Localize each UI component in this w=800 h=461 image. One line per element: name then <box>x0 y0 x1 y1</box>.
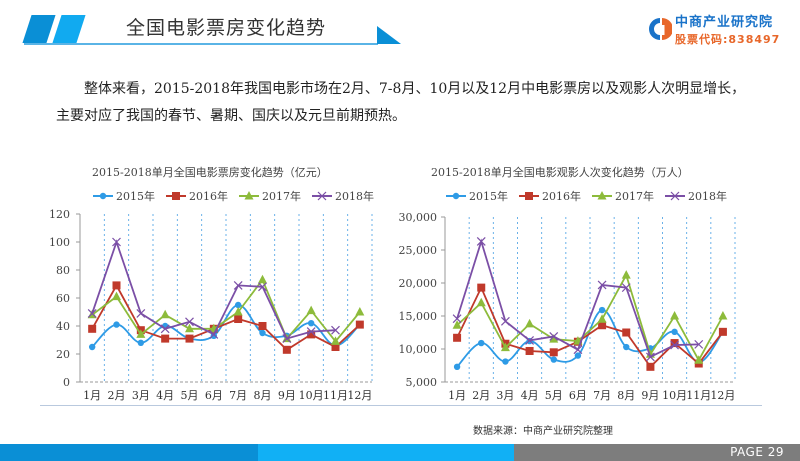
header-accent-bar-light <box>52 15 86 43</box>
chart-title: 2015-2018单月全国电影票房变化趋势（亿元） <box>92 166 328 179</box>
legend-item-2016: 2016年 <box>518 188 581 204</box>
x-marker-icon <box>312 191 332 201</box>
svg-text:30,000: 30,000 <box>399 211 438 224</box>
intro-paragraph: 整体来看，2015-2018年我国电影市场在2月、7-8月、10月以及12月中电… <box>56 81 746 124</box>
data-source-note: 数据来源：中商产业研究院整理 <box>473 426 613 437</box>
header-accent-bar-dark <box>22 15 56 43</box>
header-triangle-accent <box>377 26 401 48</box>
chart-divider <box>40 405 762 406</box>
legend-label: 2016年 <box>542 190 581 203</box>
x-marker-icon <box>665 191 685 201</box>
svg-text:12月: 12月 <box>347 389 372 402</box>
legend-label: 2015年 <box>469 190 508 203</box>
svg-text:100: 100 <box>49 236 70 249</box>
svg-text:0: 0 <box>63 376 70 389</box>
triangle-marker-icon <box>592 191 612 200</box>
svg-text:7月: 7月 <box>229 389 247 402</box>
box-office-chart: 2015-2018单月全国电影票房变化趋势（亿元） 2015年 2016年 2017… <box>30 150 395 415</box>
circle-marker-icon <box>93 192 113 200</box>
svg-text:5月: 5月 <box>545 389 563 402</box>
svg-text:10月: 10月 <box>299 389 324 402</box>
legend-label: 2015年 <box>116 190 155 203</box>
legend-item-2018: 2018年 <box>664 188 727 204</box>
svg-text:9月: 9月 <box>278 389 296 402</box>
svg-text:120: 120 <box>49 208 70 221</box>
logo-mark-icon <box>649 18 672 40</box>
legend-label: 2017年 <box>262 190 301 203</box>
page-number: PAGE 29 <box>730 445 784 459</box>
svg-text:11月: 11月 <box>323 389 348 402</box>
legend-label: 2018年 <box>688 190 727 203</box>
svg-text:60: 60 <box>56 292 70 305</box>
page-title: 全国电影票房变化趋势 <box>126 17 327 39</box>
svg-text:20,000: 20,000 <box>399 277 438 290</box>
legend-item-2017: 2017年 <box>238 188 301 204</box>
company-logo: 中商产业研究院 股票代码:838497 <box>648 11 780 47</box>
svg-text:9月: 9月 <box>641 389 659 402</box>
svg-text:1月: 1月 <box>83 389 101 402</box>
svg-text:1月: 1月 <box>448 389 466 402</box>
svg-text:15,000: 15,000 <box>399 310 438 323</box>
svg-text:8月: 8月 <box>617 389 635 402</box>
audience-chart: 2015-2018单月全国电影观影人次变化趋势（万人） 2015年 2016年 20… <box>395 150 765 415</box>
triangle-marker-icon <box>239 191 259 200</box>
svg-text:4月: 4月 <box>156 389 174 402</box>
circle-marker-icon <box>446 192 466 200</box>
legend-item-2016: 2016年 <box>165 188 228 204</box>
chart-legend: 2015年 2016年 2017年 2018年 <box>445 188 727 204</box>
legend-label: 2016年 <box>189 190 228 203</box>
footer-bar-dark <box>0 444 258 461</box>
svg-text:11月: 11月 <box>686 389 711 402</box>
series-2018 <box>452 236 704 362</box>
svg-text:3月: 3月 <box>132 389 150 402</box>
chart-plot-area: 0 20 40 60 80 100 120 1月 2月 3月 4月 5月 6月 7月 8月 9月 10月 11月 1… <box>49 208 373 402</box>
logo-name: 中商产业研究院 <box>675 15 774 30</box>
series-2018 <box>87 237 340 344</box>
svg-text:6月: 6月 <box>569 389 587 402</box>
svg-text:8月: 8月 <box>254 389 272 402</box>
svg-text:5月: 5月 <box>181 389 199 402</box>
legend-label: 2018年 <box>335 190 374 203</box>
svg-text:4月: 4月 <box>521 389 539 402</box>
svg-text:40: 40 <box>56 320 70 333</box>
square-marker-icon <box>519 192 539 200</box>
svg-text:2月: 2月 <box>472 389 490 402</box>
svg-text:80: 80 <box>56 264 70 277</box>
svg-text:7月: 7月 <box>593 389 611 402</box>
svg-text:10,000: 10,000 <box>399 343 438 356</box>
legend-item-2015: 2015年 <box>445 188 508 204</box>
svg-text:3月: 3月 <box>496 389 514 402</box>
chart-plot-area: 5,000 10,000 15,000 20,000 25,000 30,000 1月 2月 3… <box>399 211 736 402</box>
chart-title: 2015-2018单月全国电影观影人次变化趋势（万人） <box>431 166 689 179</box>
svg-text:12月: 12月 <box>710 389 735 402</box>
legend-item-2017: 2017年 <box>591 188 654 204</box>
chart-legend: 2015年 2016年 2017年 2018年 <box>92 188 374 204</box>
legend-label: 2017年 <box>615 190 654 203</box>
footer-bar-gray <box>514 444 800 461</box>
square-marker-icon <box>166 192 186 200</box>
svg-text:20: 20 <box>56 348 70 361</box>
svg-text:25,000: 25,000 <box>399 244 438 257</box>
svg-text:2月: 2月 <box>108 389 126 402</box>
legend-item-2018: 2018年 <box>311 188 374 204</box>
header-underline <box>24 43 378 45</box>
svg-text:6月: 6月 <box>205 389 223 402</box>
svg-text:5,000: 5,000 <box>406 376 438 389</box>
svg-text:10月: 10月 <box>662 389 687 402</box>
logo-stock-code: 股票代码:838497 <box>675 33 781 46</box>
footer-bar-light <box>258 444 514 461</box>
legend-item-2015: 2015年 <box>92 188 155 204</box>
